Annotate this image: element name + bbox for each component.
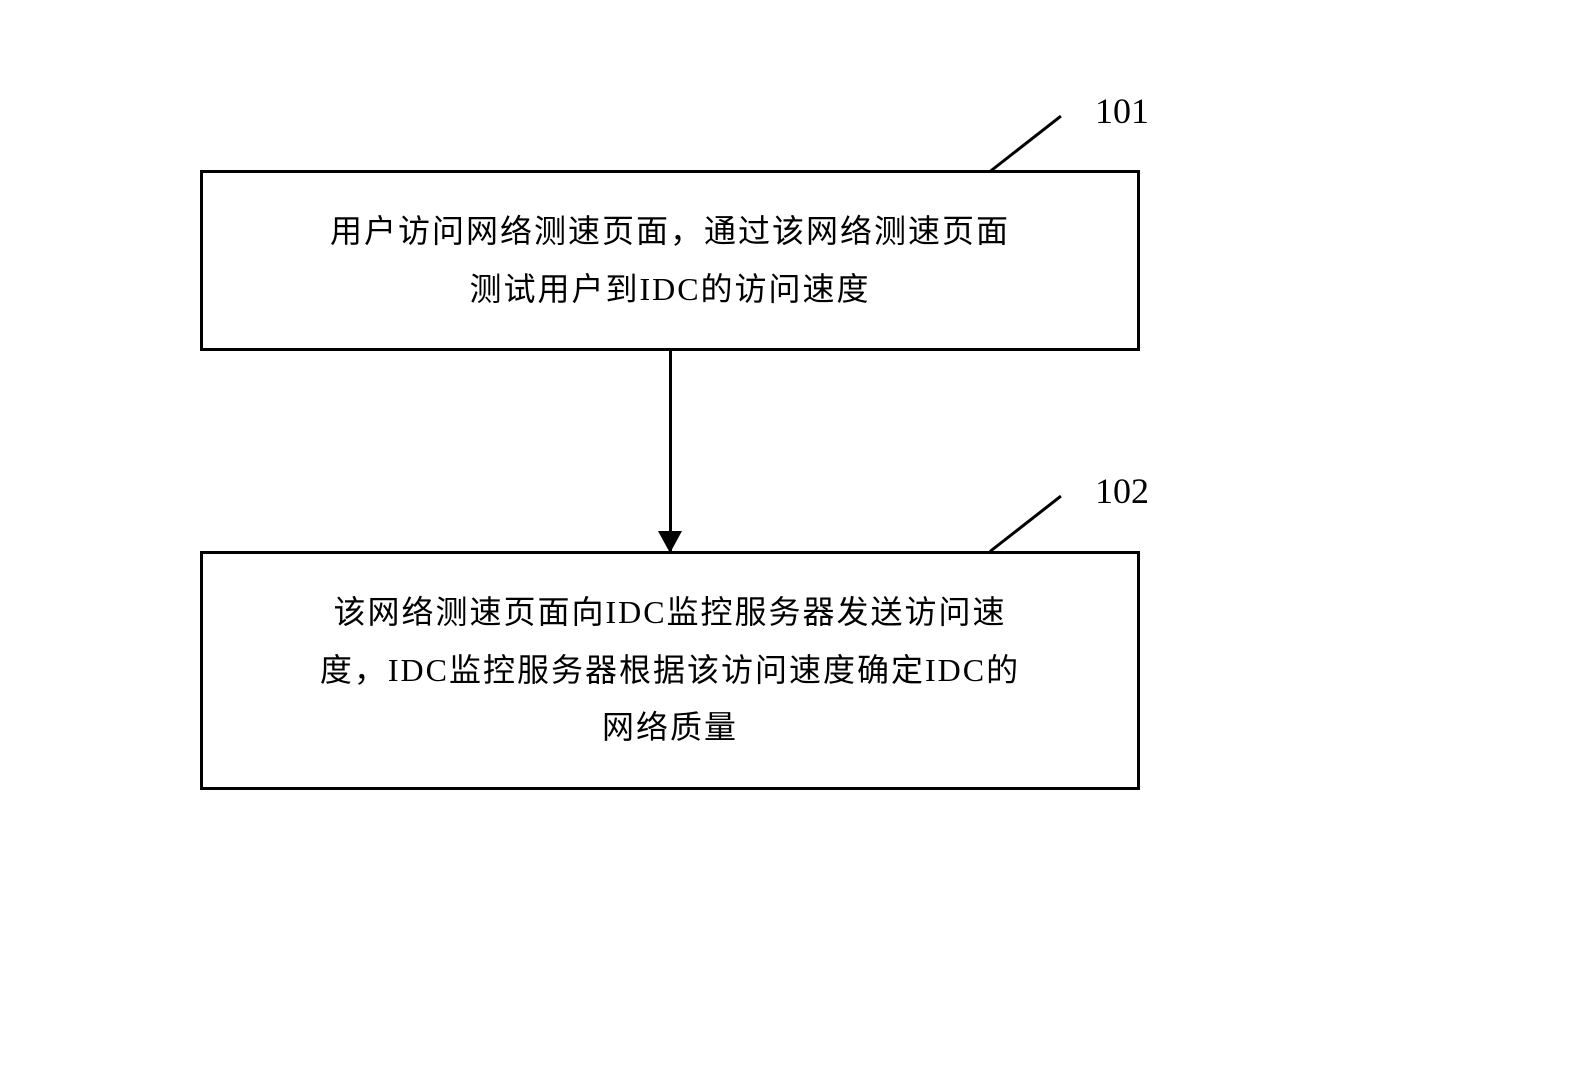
label-101: 101 [1095,90,1149,132]
flowchart-box-1: 用户访问网络测速页面，通过该网络测速页面 测试用户到IDC的访问速度 [200,170,1140,351]
arrow-line [669,351,672,551]
box2-text-line2: 度，IDC监控服务器根据该访问速度确定IDC的 [243,642,1097,700]
box1-text-line2: 测试用户到IDC的访问速度 [243,261,1097,319]
flowchart-arrow [200,351,1140,551]
box2-text-line1: 该网络测速页面向IDC监控服务器发送访问速 [243,584,1097,642]
flowchart-box-2: 该网络测速页面向IDC监控服务器发送访问速 度，IDC监控服务器根据该访问速度确… [200,551,1140,790]
label-102: 102 [1095,470,1149,512]
label-101-line [989,115,1062,173]
arrow-head [658,531,682,553]
box2-text-line3: 网络质量 [243,699,1097,757]
box1-text-line1: 用户访问网络测速页面，通过该网络测速页面 [243,203,1097,261]
flowchart-container: 101 用户访问网络测速页面，通过该网络测速页面 测试用户到IDC的访问速度 1… [200,120,1300,790]
